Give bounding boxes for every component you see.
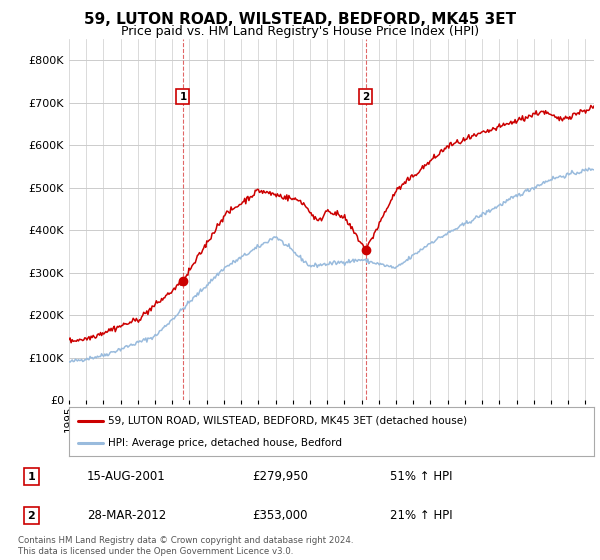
- Text: 1: 1: [179, 92, 187, 101]
- Text: HPI: Average price, detached house, Bedford: HPI: Average price, detached house, Bedf…: [109, 437, 343, 447]
- Text: 59, LUTON ROAD, WILSTEAD, BEDFORD, MK45 3ET: 59, LUTON ROAD, WILSTEAD, BEDFORD, MK45 …: [84, 12, 516, 27]
- Text: £353,000: £353,000: [252, 509, 308, 522]
- Text: 15-AUG-2001: 15-AUG-2001: [87, 470, 166, 483]
- Text: Price paid vs. HM Land Registry's House Price Index (HPI): Price paid vs. HM Land Registry's House …: [121, 25, 479, 38]
- Text: Contains HM Land Registry data © Crown copyright and database right 2024.
This d: Contains HM Land Registry data © Crown c…: [18, 536, 353, 556]
- Text: 21% ↑ HPI: 21% ↑ HPI: [390, 509, 452, 522]
- Text: 2: 2: [28, 511, 35, 521]
- Text: £279,950: £279,950: [252, 470, 308, 483]
- Text: 59, LUTON ROAD, WILSTEAD, BEDFORD, MK45 3ET (detached house): 59, LUTON ROAD, WILSTEAD, BEDFORD, MK45 …: [109, 416, 467, 426]
- Text: 1: 1: [28, 472, 35, 482]
- Text: 51% ↑ HPI: 51% ↑ HPI: [390, 470, 452, 483]
- Text: 2: 2: [362, 92, 370, 101]
- Text: 28-MAR-2012: 28-MAR-2012: [87, 509, 166, 522]
